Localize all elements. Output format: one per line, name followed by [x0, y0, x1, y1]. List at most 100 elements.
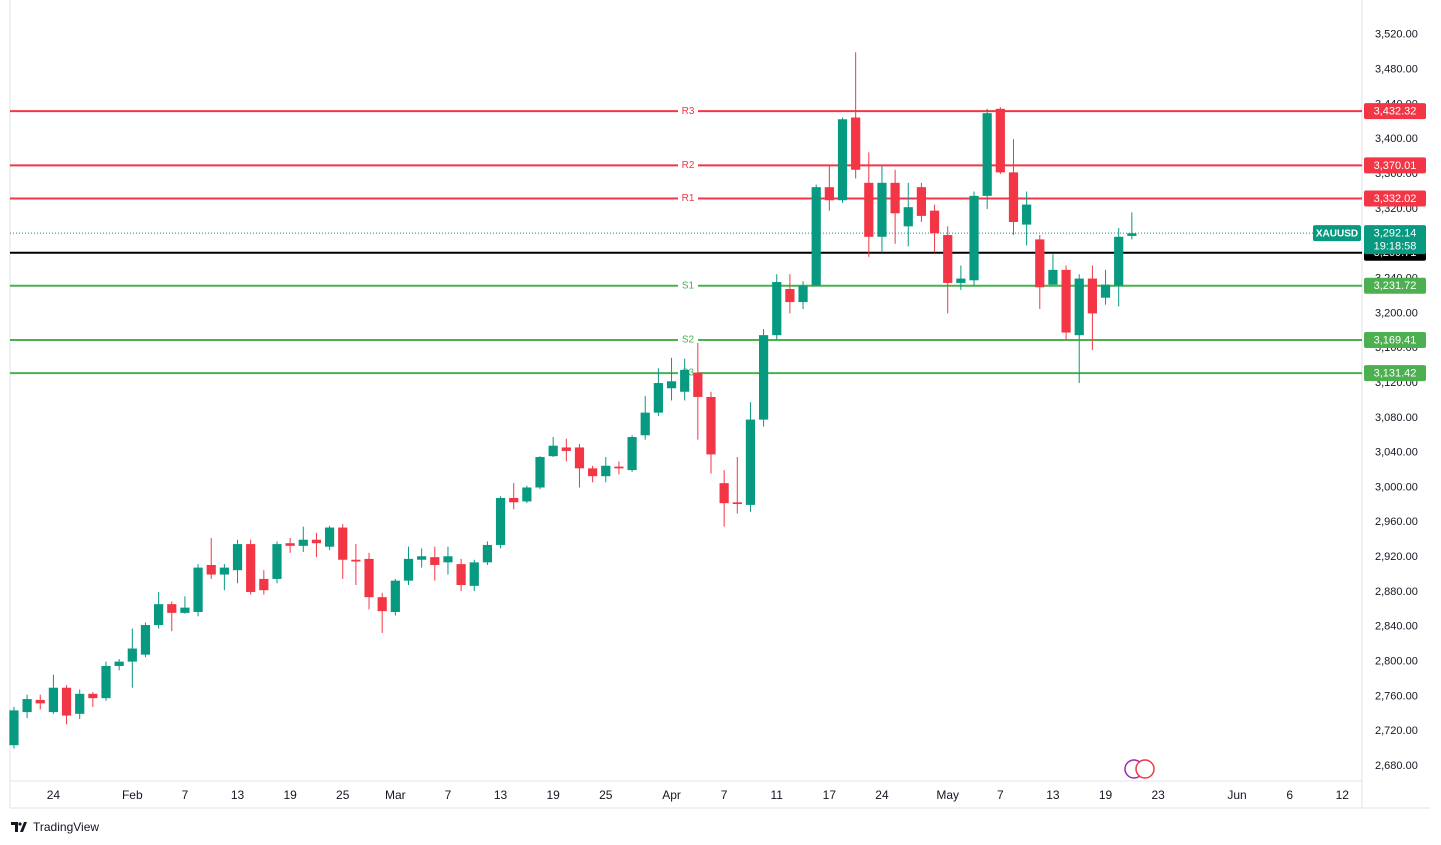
last-price-box — [1364, 225, 1426, 255]
candle-body — [1074, 278, 1084, 336]
candle-body — [469, 562, 479, 586]
candle-body — [1008, 172, 1019, 222]
y-tick-label: 3,200.00 — [1375, 307, 1418, 319]
candle — [219, 564, 229, 591]
logo-mark[interactable] — [11, 822, 27, 832]
level-price-label-box — [1364, 103, 1426, 120]
candle — [706, 391, 716, 474]
candle — [88, 692, 98, 707]
y-tick-label: 3,520.00 — [1375, 29, 1418, 41]
candle — [140, 622, 151, 658]
candle — [574, 443, 585, 488]
candle-body — [719, 483, 729, 504]
candle — [719, 470, 729, 527]
candle-body — [837, 119, 848, 201]
brand[interactable]: TradingView — [33, 820, 99, 834]
candle-body — [956, 278, 966, 283]
candle-body — [877, 182, 887, 237]
event-icon[interactable] — [1135, 759, 1155, 779]
candle — [75, 689, 85, 720]
y-tick-label: 2,680.00 — [1375, 760, 1418, 772]
level-name: R1 — [682, 193, 695, 204]
candle-body — [653, 383, 663, 413]
candle-body — [417, 556, 427, 560]
level-name-bg — [678, 279, 698, 292]
x-tick-label: Jun — [1227, 788, 1246, 802]
candle-body — [693, 372, 703, 397]
candle — [272, 541, 282, 584]
candle — [101, 661, 111, 701]
level-name: S2 — [682, 335, 695, 346]
candle — [824, 165, 834, 211]
candle-body — [758, 335, 769, 420]
candle-body — [903, 207, 913, 227]
candle — [811, 184, 821, 286]
x-tick-label: 7 — [445, 788, 452, 802]
candle-body — [193, 567, 203, 612]
x-tick-label: 25 — [336, 788, 350, 802]
candle-body — [272, 544, 282, 579]
candle — [338, 524, 348, 579]
candle — [311, 532, 322, 558]
candle-body — [140, 625, 151, 655]
level-name-bg — [678, 192, 698, 205]
logo[interactable]: TradingView — [11, 820, 99, 834]
candle-body — [548, 445, 558, 457]
candle — [601, 457, 611, 483]
x-tick-label: 23 — [1151, 788, 1165, 802]
y-tick-label: 2,800.00 — [1375, 656, 1418, 668]
candle — [680, 358, 690, 401]
candle — [745, 402, 756, 512]
level-price-label-box — [1364, 157, 1426, 174]
candle — [890, 169, 900, 244]
candle — [1127, 212, 1137, 240]
level-name: S1 — [682, 280, 695, 291]
candle-body — [127, 648, 137, 662]
level-price-label-box — [1364, 332, 1426, 349]
candle — [561, 438, 571, 462]
candle-body — [495, 497, 506, 545]
candle-body — [1127, 233, 1137, 236]
level-name: R2 — [682, 160, 695, 171]
candle-body — [851, 117, 861, 170]
candle — [640, 396, 650, 440]
candle-body — [403, 558, 414, 581]
candle — [443, 546, 453, 575]
candle-body — [311, 539, 322, 544]
x-tick-label: 13 — [231, 788, 245, 802]
candle — [509, 483, 519, 510]
candle — [1022, 191, 1032, 246]
candle — [351, 544, 361, 585]
candle — [666, 357, 677, 401]
candle-body — [535, 457, 545, 488]
last-price-label: 3,292.14 — [1374, 228, 1417, 240]
level-price-label: 3,432.32 — [1374, 106, 1417, 118]
candle — [903, 182, 913, 247]
y-tick-label: 3,480.00 — [1375, 64, 1418, 76]
y-tick-label: 3,000.00 — [1375, 481, 1418, 493]
candle — [772, 274, 782, 340]
candle — [324, 525, 335, 551]
candle — [298, 526, 308, 552]
y-tick-label: 3,040.00 — [1375, 447, 1418, 459]
candle — [206, 537, 216, 579]
candle-body — [1114, 236, 1124, 286]
candle-body — [680, 369, 690, 392]
event-icons[interactable] — [1124, 759, 1155, 779]
candle-body — [324, 527, 335, 547]
x-tick-label: 13 — [494, 788, 508, 802]
candle — [482, 541, 493, 565]
candle — [48, 674, 59, 714]
candle-body — [824, 187, 834, 201]
candle-body — [48, 687, 59, 713]
candle-body — [246, 544, 256, 592]
candle-body — [601, 465, 611, 477]
candle — [956, 265, 966, 290]
candle — [232, 539, 243, 584]
y-tick-label: 2,920.00 — [1375, 551, 1418, 563]
candle — [417, 548, 427, 568]
candle — [982, 108, 992, 209]
candle — [1100, 269, 1111, 305]
candle — [364, 552, 374, 610]
